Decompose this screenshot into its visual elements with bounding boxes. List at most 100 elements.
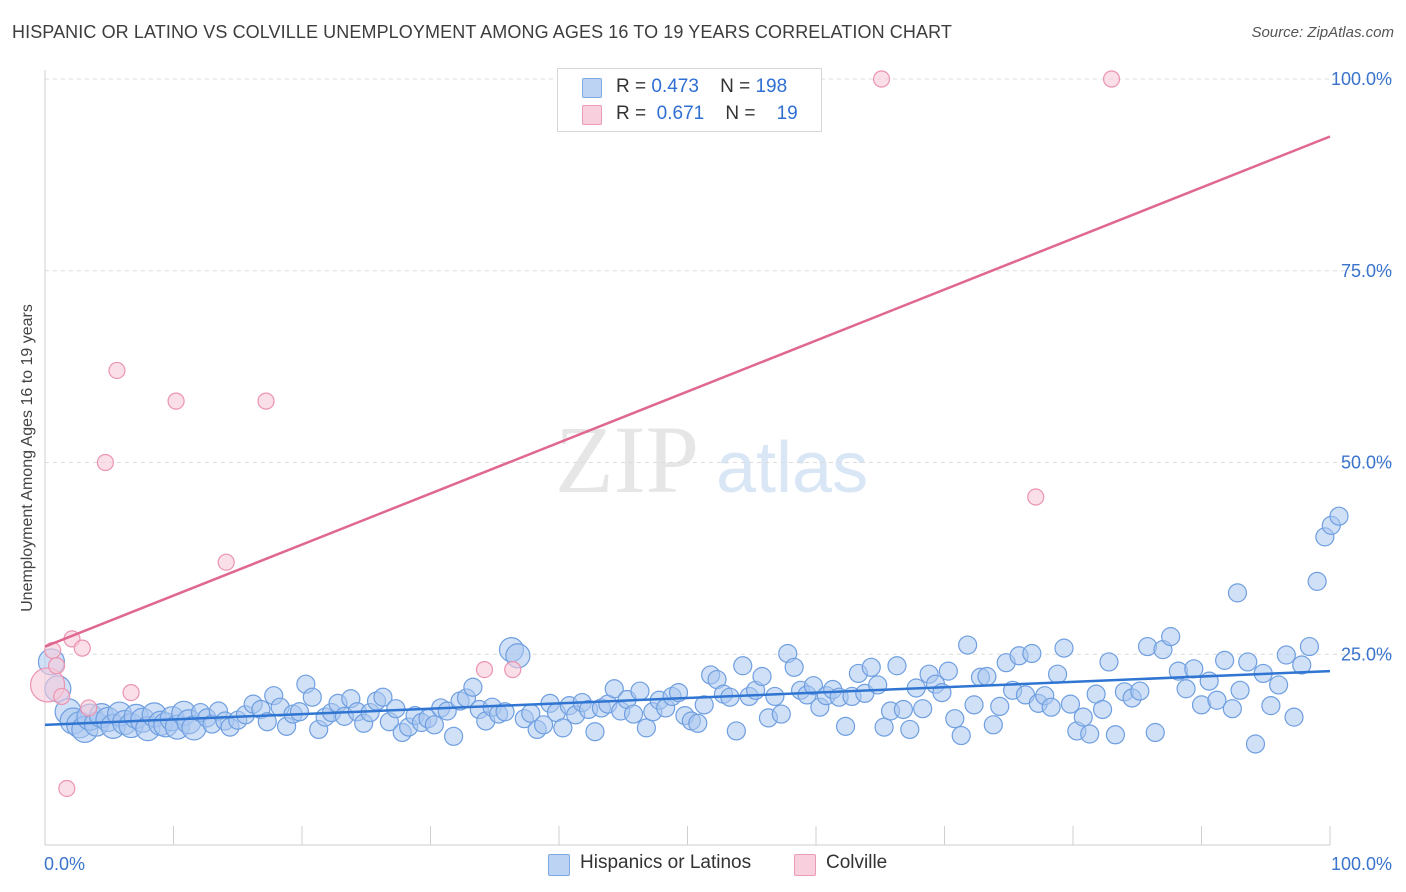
legend-n-value: 198 — [755, 76, 788, 97]
colville-point — [217, 553, 235, 571]
colville-trend-line — [44, 135, 1331, 648]
series-swatch-blue — [548, 854, 570, 876]
colville-point — [58, 779, 76, 798]
hispanic-point — [1284, 707, 1304, 727]
hispanic-point — [977, 666, 997, 687]
legend-r-label: R = — [616, 76, 647, 97]
data-points — [29, 70, 1349, 798]
hispanic-point — [1022, 643, 1042, 664]
hispanic-point — [1161, 627, 1181, 647]
hispanic-point — [553, 718, 573, 738]
trend-lines — [44, 135, 1331, 727]
hispanic-point — [694, 695, 714, 715]
hispanic-point — [1105, 725, 1126, 745]
hispanic-point — [1041, 697, 1061, 717]
hispanic-point — [1245, 734, 1266, 754]
y-tick-label: 75.0% — [1341, 261, 1392, 281]
hispanic-point — [623, 704, 644, 724]
colville-point — [53, 687, 71, 706]
colville-point — [47, 657, 66, 675]
hispanic-point — [1261, 696, 1281, 716]
legend-r-label: R = — [616, 103, 647, 124]
source-attribution: Source: ZipAtlas.com — [1251, 24, 1394, 41]
x-tick-label: 0.0% — [44, 854, 85, 874]
colville-point — [1102, 70, 1121, 88]
series-legend-label: Hispanics or Latinos — [580, 852, 752, 873]
hispanic-point — [302, 687, 322, 707]
hispanic-point — [444, 726, 464, 746]
hispanic-point — [1227, 583, 1248, 603]
tick-labels: 25.0% 50.0% 75.0% 100.0% 0.0% 100.0% — [44, 69, 1392, 874]
series-swatch-pink — [794, 854, 816, 876]
colville-point — [1027, 488, 1045, 506]
hispanic-point — [1307, 571, 1327, 591]
hispanic-trend-line — [44, 669, 1331, 727]
colville-point — [122, 683, 140, 702]
hispanic-point — [533, 715, 554, 735]
hispanic-point — [495, 702, 515, 722]
colville-point — [504, 660, 522, 679]
hispanic-point — [1054, 638, 1074, 658]
watermark: ZIP atlas — [555, 406, 868, 513]
hispanic-point — [289, 702, 310, 722]
hispanic-point — [1329, 506, 1349, 526]
hispanic-point — [424, 715, 444, 735]
hispanic-point — [938, 661, 958, 681]
legend-n-label: N = — [720, 76, 751, 97]
hispanic-point — [373, 687, 393, 707]
hispanic-point — [887, 656, 907, 676]
hispanic-point — [990, 696, 1010, 717]
watermark-zip: ZIP — [555, 406, 699, 513]
colville-point — [108, 361, 126, 380]
hispanic-point — [1073, 707, 1093, 727]
y-tick-label: 50.0% — [1341, 453, 1392, 473]
hispanic-point — [437, 701, 457, 721]
correlation-legend: R = 0.473 N = 198 R = 0.671 N = 19 — [557, 68, 822, 132]
gridlines — [45, 78, 1392, 655]
hispanic-point — [1047, 664, 1068, 684]
hispanic-point — [463, 677, 483, 697]
hispanic-point — [1184, 659, 1204, 679]
hispanic-point — [1292, 655, 1312, 675]
hispanic-point — [913, 699, 933, 719]
hispanic-point — [726, 721, 746, 741]
legend-swatch-pink — [582, 105, 602, 125]
legend-n-value: 19 — [776, 103, 798, 124]
hispanic-point — [1299, 636, 1320, 657]
y-tick-label: 100.0% — [1331, 69, 1392, 89]
colville-point — [167, 392, 185, 410]
hispanic-point — [1137, 636, 1158, 657]
hispanic-point — [604, 679, 624, 699]
hispanic-point — [752, 666, 772, 687]
hispanic-point — [688, 713, 708, 733]
hispanic-point — [585, 722, 605, 742]
hispanic-point — [1080, 724, 1100, 744]
legend-r-value: 0.473 — [651, 76, 699, 97]
hispanic-point — [945, 709, 965, 729]
colville-point — [872, 70, 891, 88]
hispanic-point — [900, 719, 920, 740]
hispanic-point — [893, 699, 913, 720]
axes — [44, 70, 1331, 846]
hispanic-point — [861, 657, 881, 677]
hispanic-point — [1268, 675, 1289, 695]
hispanic-point — [636, 718, 656, 738]
hispanic-point — [1092, 699, 1113, 720]
hispanic-point — [1238, 652, 1258, 672]
hispanic-point — [1060, 694, 1081, 714]
hispanic-point — [1215, 650, 1235, 670]
legend-r-value: 0.671 — [656, 103, 705, 124]
hispanic-point — [835, 716, 856, 736]
hispanic-point — [964, 695, 984, 715]
hispanic-point — [630, 681, 650, 701]
hispanic-point — [1130, 681, 1150, 701]
hispanic-point — [1222, 699, 1242, 719]
hispanic-point — [733, 656, 753, 676]
hispanic-point — [784, 657, 804, 677]
colville-point — [80, 699, 98, 717]
hispanic-point — [1145, 722, 1165, 743]
y-tick-label: 25.0% — [1341, 644, 1392, 664]
colville-point — [96, 453, 114, 472]
colville-point — [475, 660, 494, 679]
